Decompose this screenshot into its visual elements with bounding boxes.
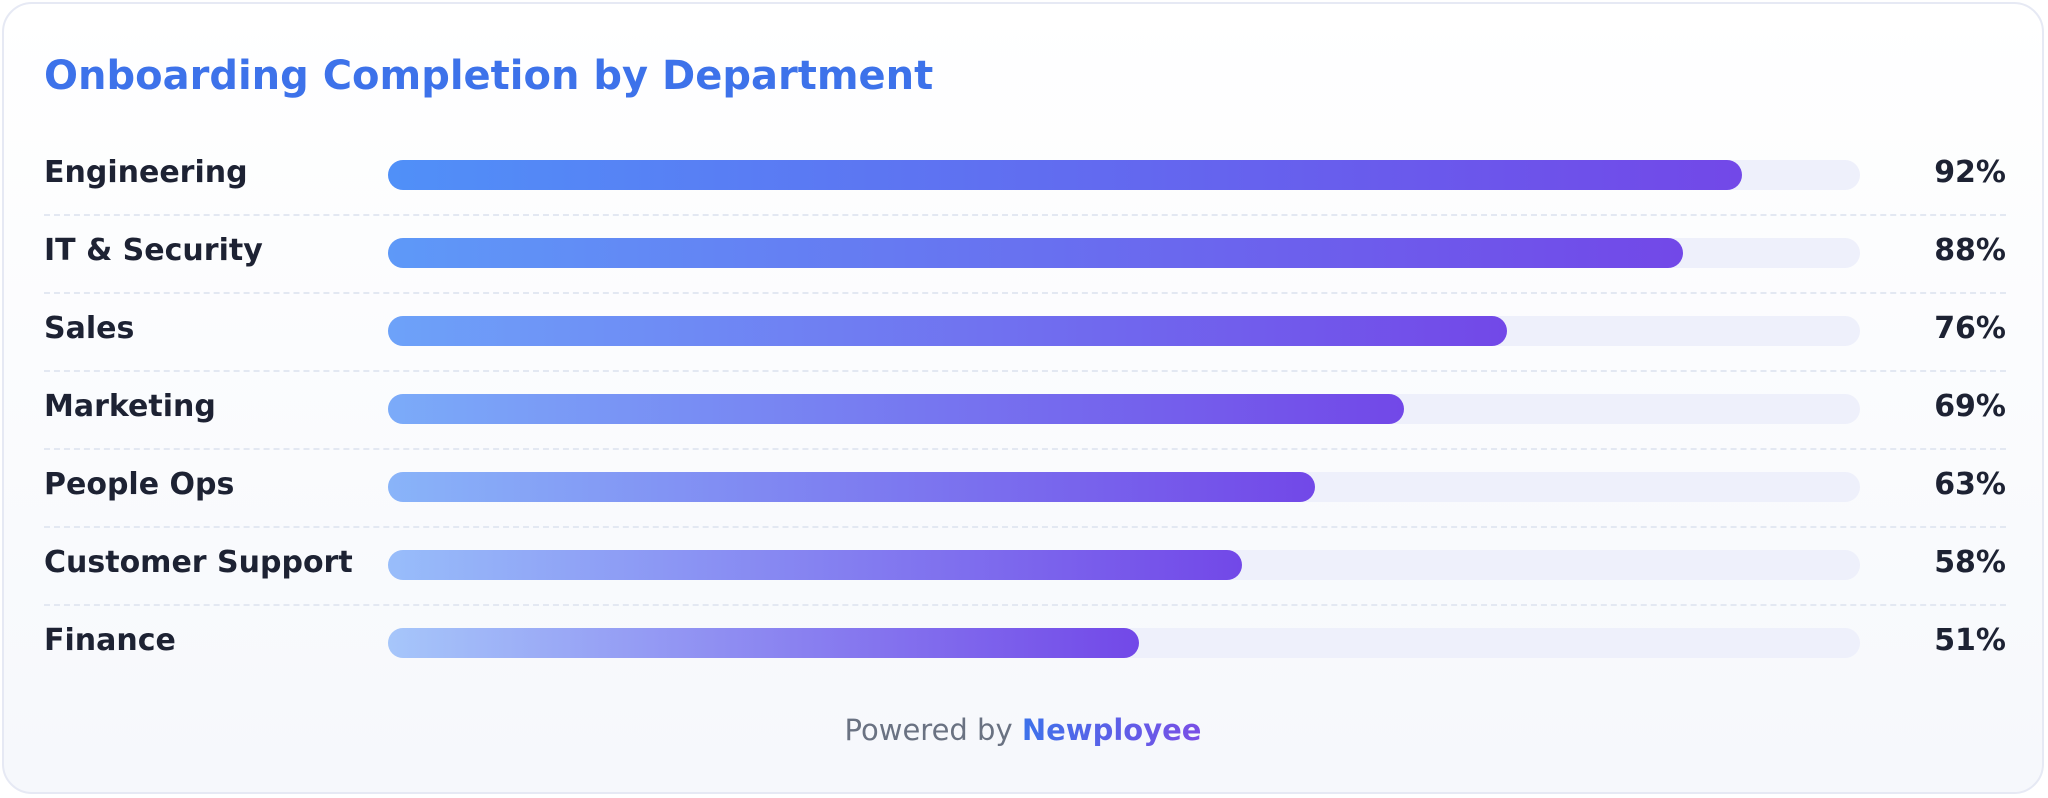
bar-track bbox=[388, 238, 1860, 268]
bar-fill bbox=[388, 316, 1507, 346]
bar-fill bbox=[388, 238, 1684, 268]
value-label: 69% bbox=[1934, 389, 2006, 424]
bar-row: Sales 76% bbox=[44, 294, 2006, 372]
bar-track bbox=[388, 160, 1860, 190]
bar-track bbox=[388, 472, 1860, 502]
bar-fill bbox=[388, 394, 1404, 424]
bar-fill bbox=[388, 160, 1743, 190]
value-label: 76% bbox=[1934, 311, 2006, 346]
footer-prefix: Powered by bbox=[844, 713, 1013, 747]
bar-row: People Ops 63% bbox=[44, 450, 2006, 528]
bar-fill bbox=[388, 550, 1242, 580]
bar-fill bbox=[388, 472, 1316, 502]
value-label: 92% bbox=[1934, 155, 2006, 190]
value-label: 88% bbox=[1934, 233, 2006, 268]
bar-track bbox=[388, 316, 1860, 346]
footer: Powered by Newployee bbox=[4, 716, 2042, 745]
bar-fill bbox=[388, 628, 1139, 658]
chart-title: Onboarding Completion by Department bbox=[44, 53, 934, 99]
bar-rows: Engineering 92% IT & Security 88% Sales 76% Ma… bbox=[44, 138, 2006, 684]
value-label: 63% bbox=[1934, 467, 2006, 502]
bar-row: Customer Support 58% bbox=[44, 528, 2006, 606]
category-label: Engineering bbox=[44, 155, 248, 190]
bar-row: Finance 51% bbox=[44, 606, 2006, 684]
category-label: Customer Support bbox=[44, 545, 353, 580]
bar-row: IT & Security 88% bbox=[44, 216, 2006, 294]
category-label: People Ops bbox=[44, 467, 235, 502]
bar-track bbox=[388, 628, 1860, 658]
bar-row: Engineering 92% bbox=[44, 138, 2006, 216]
bar-track bbox=[388, 550, 1860, 580]
category-label: Sales bbox=[44, 311, 135, 346]
value-label: 58% bbox=[1934, 545, 2006, 580]
category-label: Marketing bbox=[44, 389, 216, 424]
bar-track bbox=[388, 394, 1860, 424]
bar-row: Marketing 69% bbox=[44, 372, 2006, 450]
footer-brand[interactable]: Newployee bbox=[1021, 713, 1202, 747]
category-label: IT & Security bbox=[44, 233, 263, 268]
value-label: 51% bbox=[1934, 623, 2006, 658]
category-label: Finance bbox=[44, 623, 176, 658]
